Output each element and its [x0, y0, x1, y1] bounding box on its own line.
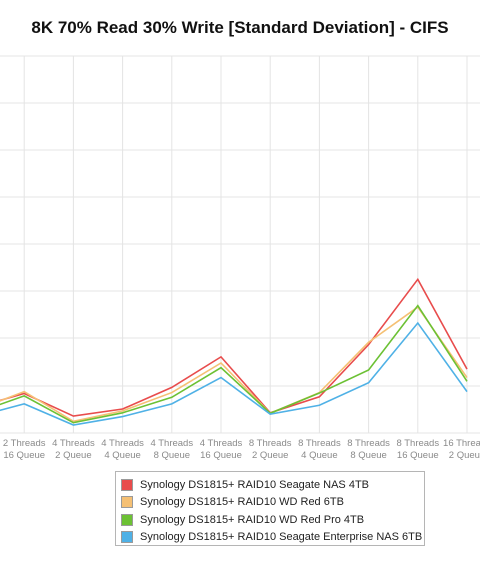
legend-swatch: [121, 513, 133, 526]
legend-item-3: Synology DS1815+ RAID10 WD Red Pro 4TB: [121, 511, 424, 529]
x-tick-label: 4 Threads 16 Queue: [200, 438, 243, 461]
legend-swatch: [121, 496, 133, 509]
x-tick-label: 8 Threads 16 Queue: [396, 438, 439, 461]
x-tick-label: 4 Threads 4 Queue: [101, 438, 144, 461]
chart-title: 8K 70% Read 30% Write [Standard Deviatio…: [31, 18, 449, 37]
legend-item-1: Synology DS1815+ RAID10 Seagate NAS 4TB: [121, 476, 424, 494]
x-tick-label: 8 Threads 8 Queue: [347, 438, 390, 461]
legend-label: Synology DS1815+ RAID10 Seagate NAS 4TB: [140, 478, 369, 491]
series-lines: [0, 277, 468, 426]
legend-swatch: [121, 531, 133, 544]
x-tick-label: 4 Threads 2 Queue: [52, 438, 95, 461]
series-line-2: [0, 305, 468, 423]
legend-item-4: Synology DS1815+ RAID10 Seagate Enterpri…: [121, 529, 424, 547]
horizontal-grid: [0, 55, 480, 434]
x-tick-label: 4 Threads 8 Queue: [150, 438, 193, 461]
series-line-3: [0, 304, 468, 424]
legend-item-2: Synology DS1815+ RAID10 WD Red 6TB: [121, 494, 424, 512]
legend-label: Synology DS1815+ RAID10 Seagate Enterpri…: [140, 531, 423, 544]
x-tick-label: 2 Threads 16 Queue: [3, 438, 46, 461]
series-line-4: [0, 321, 468, 426]
legend-label: Synology DS1815+ RAID10 WD Red Pro 4TB: [140, 513, 365, 526]
legend-swatch: [121, 478, 133, 491]
legend: Synology DS1815+ RAID10 Seagate NAS 4TB S…: [115, 471, 425, 546]
x-tick-label: 8 Threads 4 Queue: [298, 438, 341, 461]
x-tick-label: 8 Threads 2 Queue: [249, 438, 292, 461]
series-line-1: [0, 277, 468, 417]
legend-label: Synology DS1815+ RAID10 WD Red 6TB: [140, 496, 344, 509]
